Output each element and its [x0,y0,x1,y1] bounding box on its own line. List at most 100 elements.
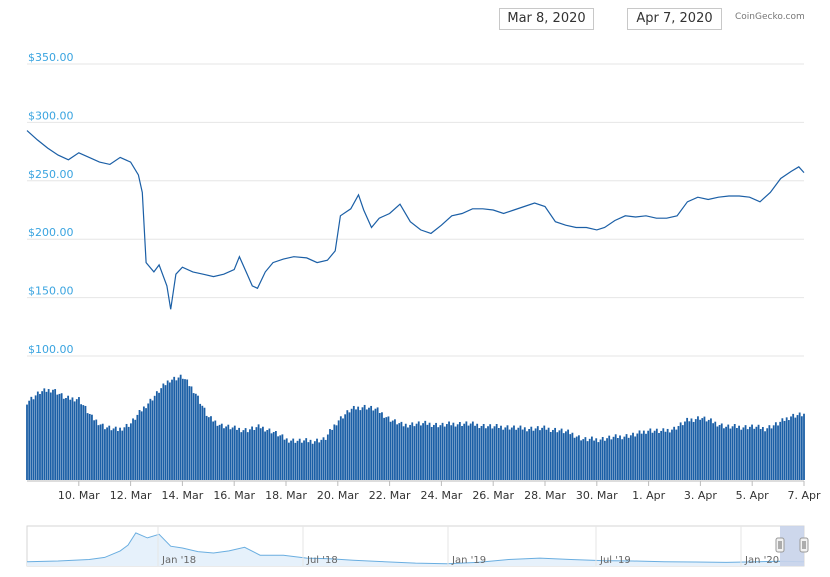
volume-bar [458,422,461,480]
volume-bar [65,398,67,480]
volume-bar [184,379,186,480]
volume-bar [309,439,312,480]
volume-bar [731,426,734,480]
volume-bar [277,436,279,480]
volume-bar [484,428,487,480]
volume-bar [461,426,463,480]
volume-bar [573,437,576,480]
volume-bar [517,427,520,480]
volume-bar [93,420,95,480]
volume-bar [707,419,710,480]
volume-bar [428,422,431,480]
volume-bar [140,411,143,480]
volume-bar [740,429,743,480]
volume-bar [192,393,195,480]
volume-bar [324,439,327,480]
volume-bar [751,424,753,480]
volume-bar [34,395,37,480]
volume-bar [593,440,595,480]
volume-bar [541,427,544,480]
date-from-input[interactable]: Mar 8, 2020 [499,8,594,30]
volume-bar [748,426,751,480]
y-tick-label: $200.00 [28,226,74,239]
volume-bar [344,414,347,480]
volume-bar [549,431,552,480]
volume-bar [166,380,169,480]
volume-bar [547,427,550,480]
volume-bar [552,429,554,480]
volume-bar [69,399,72,480]
volume-bar [80,404,83,480]
volume-bar [56,394,59,480]
volume-bar [487,426,489,480]
volume-bar [262,426,264,480]
volume-bar [491,428,494,480]
grid-lines [27,63,804,357]
volume-bar [774,422,777,480]
volume-bar [742,427,745,480]
volume-bar [300,442,303,480]
volume-bar [292,438,295,480]
volume-bar [783,420,786,480]
volume-bar [329,429,331,480]
volume-bar [790,416,792,480]
volume-bar [404,423,407,480]
volume-bar [387,416,390,480]
volume-bar [296,440,299,480]
volume-bar [710,418,712,480]
navigator-area [27,532,804,566]
navigator-left-handle[interactable] [775,537,785,553]
volume-bar [515,429,518,480]
volume-bar [526,431,528,480]
x-tick-label: 26. Mar [472,489,514,502]
volume-bar [62,398,65,480]
volume-bar [233,425,236,480]
volume-bar [54,389,57,480]
volume-bar [645,433,647,480]
volume-bar [616,438,619,480]
volume-bar [571,432,574,480]
volume-bar [690,418,693,480]
volume-bar [688,421,691,480]
volume-bar [619,435,621,480]
volume-bar [186,379,189,480]
volume-bar [355,409,357,480]
volume-bar [158,392,160,480]
date-to-input[interactable]: Apr 7, 2020 [627,8,722,30]
volume-bar [272,431,275,480]
volume-bar [603,440,606,480]
volume-bar [82,405,85,480]
volume-bar [244,428,247,480]
volume-bar [796,415,799,480]
volume-bar [601,436,604,480]
x-tick-label: 7. Apr [787,489,820,502]
volume-bar [335,425,338,480]
navigator-right-handle[interactable] [799,537,809,553]
volume-bar [279,435,282,480]
volume-bar [370,405,373,480]
volume-bar [738,425,740,480]
volume-bar [794,417,797,480]
volume-bar [562,433,565,480]
volume-bar [164,385,167,480]
volume-bar [530,426,533,480]
volume-bar [352,405,355,480]
volume-bar [523,427,526,480]
volume-bar [664,431,667,480]
volume-bar [246,432,249,480]
volume-bar [313,441,316,480]
navigator[interactable]: Jan '18 Jul '18 Jan '19 Jul '19 Jan '20 [26,525,809,567]
volume-bar [337,420,340,480]
volume-bar [474,425,476,480]
x-tick-label: 5. Apr [736,489,769,502]
volume-bar [697,416,699,480]
volume-bar [402,426,405,480]
volume-bar [110,430,113,480]
volume-bar [543,425,546,480]
volume-bar [621,439,624,480]
volume-bar [112,428,115,480]
volume-bar [478,428,481,480]
volume-bar [681,425,684,480]
volume-bar [718,424,721,480]
volume-bar [285,438,288,480]
